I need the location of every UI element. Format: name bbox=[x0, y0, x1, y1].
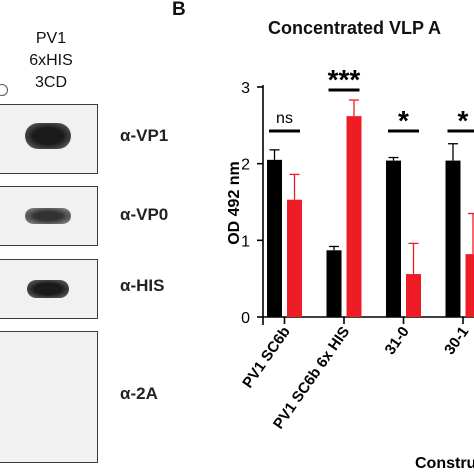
blot-header: PV1 6xHIS 3CD bbox=[12, 28, 90, 94]
blot-panel-vp1 bbox=[0, 104, 98, 174]
significance-label: *** bbox=[328, 64, 361, 95]
y-axis-label: OD 492 nm bbox=[226, 161, 243, 245]
bar-red bbox=[406, 274, 421, 317]
y-tick-label: 2 bbox=[241, 157, 250, 174]
bar-red bbox=[346, 116, 362, 317]
significance-label: * bbox=[458, 105, 469, 136]
significance-label: * bbox=[398, 105, 409, 136]
blot-label-vp1: α-VP1 bbox=[120, 126, 169, 145]
blot-panel-his bbox=[0, 259, 98, 319]
blot-label-vp0: α-VP0 bbox=[120, 205, 169, 224]
y-tick-label: 3 bbox=[241, 80, 250, 97]
significance-label: ns bbox=[276, 110, 293, 127]
x-tick-label: 31-0 bbox=[382, 324, 413, 358]
band-vp1 bbox=[25, 123, 71, 149]
bar-black bbox=[267, 159, 282, 317]
bar-black bbox=[445, 160, 461, 317]
blot-panel-2a bbox=[0, 331, 98, 463]
y-tick-label: 0 bbox=[241, 310, 250, 327]
bar-black bbox=[326, 250, 342, 317]
bar-black bbox=[386, 160, 401, 317]
x-tick-label: PV1 SC6b bbox=[239, 324, 294, 392]
band-his bbox=[27, 280, 69, 298]
blot-edge-mark bbox=[0, 84, 8, 96]
blot-header-line: 3CD bbox=[34, 74, 67, 91]
blot-panel-vp0 bbox=[0, 186, 98, 246]
bar-red bbox=[287, 199, 302, 317]
chart-title: Concentrated VLP A bbox=[268, 18, 442, 38]
blot-label-2a: α-2A bbox=[120, 384, 158, 403]
x-tick-label: 30-1 bbox=[441, 324, 472, 358]
panel-letter: B bbox=[172, 0, 186, 20]
blot-header-line: 6xHIS bbox=[29, 52, 73, 69]
band-vp0 bbox=[25, 208, 71, 224]
x-axis-label: Construct bbox=[415, 455, 474, 472]
y-tick-label: 1 bbox=[241, 233, 250, 250]
bar-red bbox=[465, 254, 474, 317]
blot-label-his: α-HIS bbox=[120, 276, 165, 295]
blot-header-line: PV1 bbox=[35, 30, 67, 47]
